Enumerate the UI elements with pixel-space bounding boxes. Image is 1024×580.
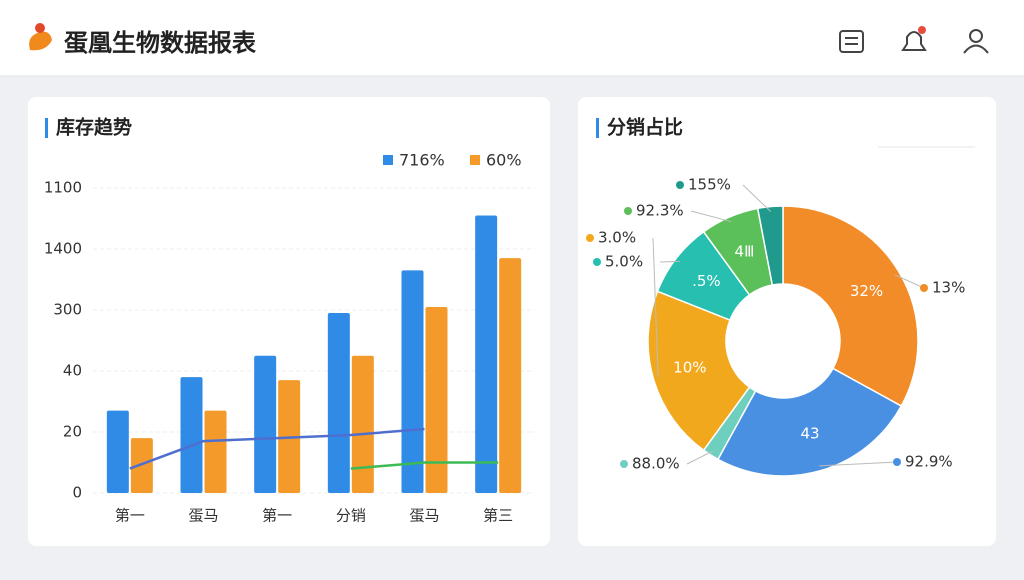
title-accent: [45, 118, 48, 138]
x-tick-label: 蛋马: [409, 507, 439, 525]
bar: [425, 306, 448, 493]
bar: [180, 377, 203, 493]
y-tick-label: 40: [63, 362, 82, 380]
leader-line: [652, 237, 659, 378]
segment-label: 10%: [673, 359, 706, 377]
pie-segment: [716, 367, 903, 477]
segment-label: 43: [801, 425, 820, 443]
card-title: 分销占比: [607, 116, 683, 139]
user-icon[interactable]: [963, 29, 989, 54]
x-tick-label: 第一: [262, 507, 292, 525]
x-tick-label: 第一: [115, 507, 145, 525]
y-tick-label: 1400: [44, 240, 82, 258]
x-tick-label: 第三: [483, 507, 513, 525]
outer-label: 88.0%: [632, 455, 680, 473]
outer-label: 155%: [688, 176, 731, 194]
label-dot: [586, 234, 594, 242]
bar: [499, 258, 522, 493]
outer-label: 3.0%: [598, 229, 636, 247]
y-tick-label: 1100: [44, 179, 82, 197]
bar: [254, 355, 277, 493]
bar: [401, 270, 424, 493]
leader-line: [690, 210, 732, 223]
y-tick-label: 20: [63, 423, 82, 441]
y-tick-label: 0: [72, 484, 82, 502]
distribution-card: [578, 97, 996, 546]
bar: [130, 438, 153, 493]
segment-label: 4Ⅲ: [735, 242, 755, 260]
app-title: 蛋凰生物数据报表: [64, 29, 257, 57]
leader-line: [686, 450, 714, 465]
leader-line: [894, 274, 925, 289]
report-icon[interactable]: [839, 30, 864, 53]
trend-line: [350, 461, 499, 470]
pie-segment: [647, 290, 751, 452]
segment-label: .5%: [692, 272, 721, 290]
legend-swatch: [383, 155, 393, 165]
bar: [327, 313, 350, 493]
leader-line: [742, 184, 772, 212]
label-dot: [893, 458, 901, 466]
outer-label: 92.3%: [636, 202, 684, 220]
x-tick-label: 分销: [336, 507, 366, 525]
bar: [106, 410, 129, 493]
notification-icon[interactable]: [901, 26, 927, 51]
label-dot: [620, 460, 628, 468]
label-dot: [676, 181, 684, 189]
logo: [29, 23, 52, 51]
bar: [351, 355, 374, 493]
segment-label: 32%: [850, 282, 883, 300]
legend-swatch: [470, 155, 480, 165]
outer-label: 13%: [932, 279, 965, 297]
label-dot: [624, 207, 632, 215]
pie-segment: [782, 205, 919, 408]
label-dot: [920, 284, 928, 292]
card-title: 库存趋势: [56, 116, 132, 139]
bar: [204, 410, 227, 493]
y-tick-label: 300: [53, 301, 82, 319]
trend-line: [129, 427, 425, 470]
leader-line: [819, 461, 898, 467]
outer-label: 5.0%: [605, 253, 643, 271]
x-tick-label: 蛋马: [188, 507, 218, 525]
label-dot: [593, 258, 601, 266]
leader-line: [659, 260, 681, 263]
legend-label: 60%: [486, 151, 522, 170]
title-accent: [596, 118, 599, 138]
outer-label: 92.9%: [905, 453, 953, 471]
bar: [475, 215, 498, 493]
legend-label: 716%: [399, 151, 445, 170]
